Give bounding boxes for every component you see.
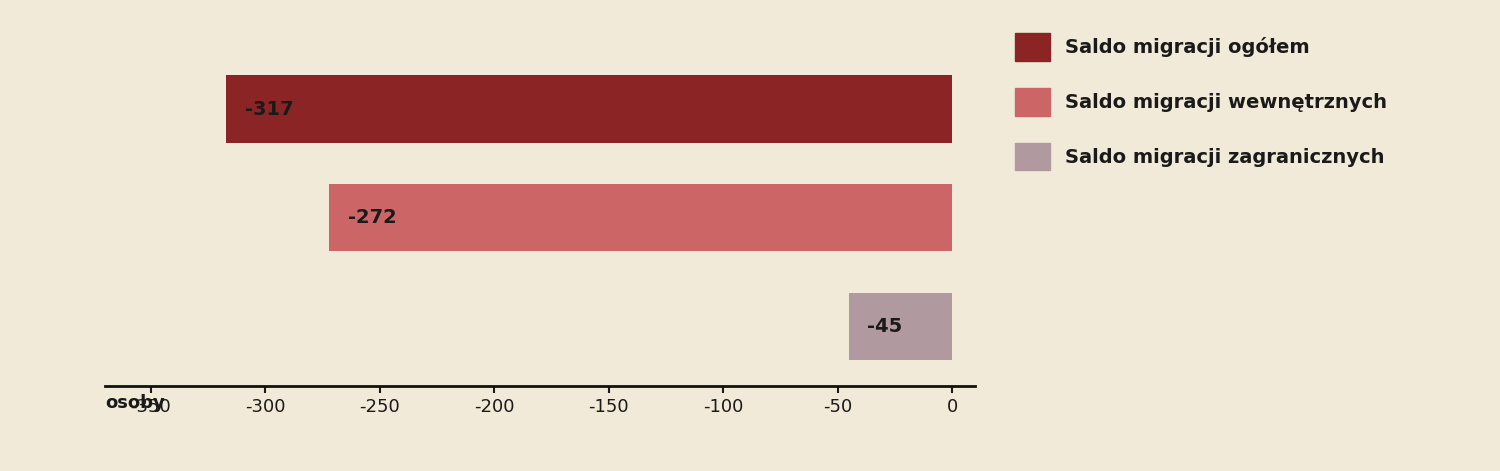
Text: -45: -45 (867, 317, 903, 336)
Text: -317: -317 (244, 99, 294, 119)
Bar (330, 184, 952, 252)
Text: -272: -272 (348, 208, 396, 227)
Bar (226, 75, 952, 143)
Bar (849, 293, 952, 360)
Legend: Saldo migracji ogółem, Saldo migracji wewnętrznych, Saldo migracji zagranicznych: Saldo migracji ogółem, Saldo migracji we… (1014, 33, 1388, 170)
Text: osoby: osoby (105, 394, 165, 412)
